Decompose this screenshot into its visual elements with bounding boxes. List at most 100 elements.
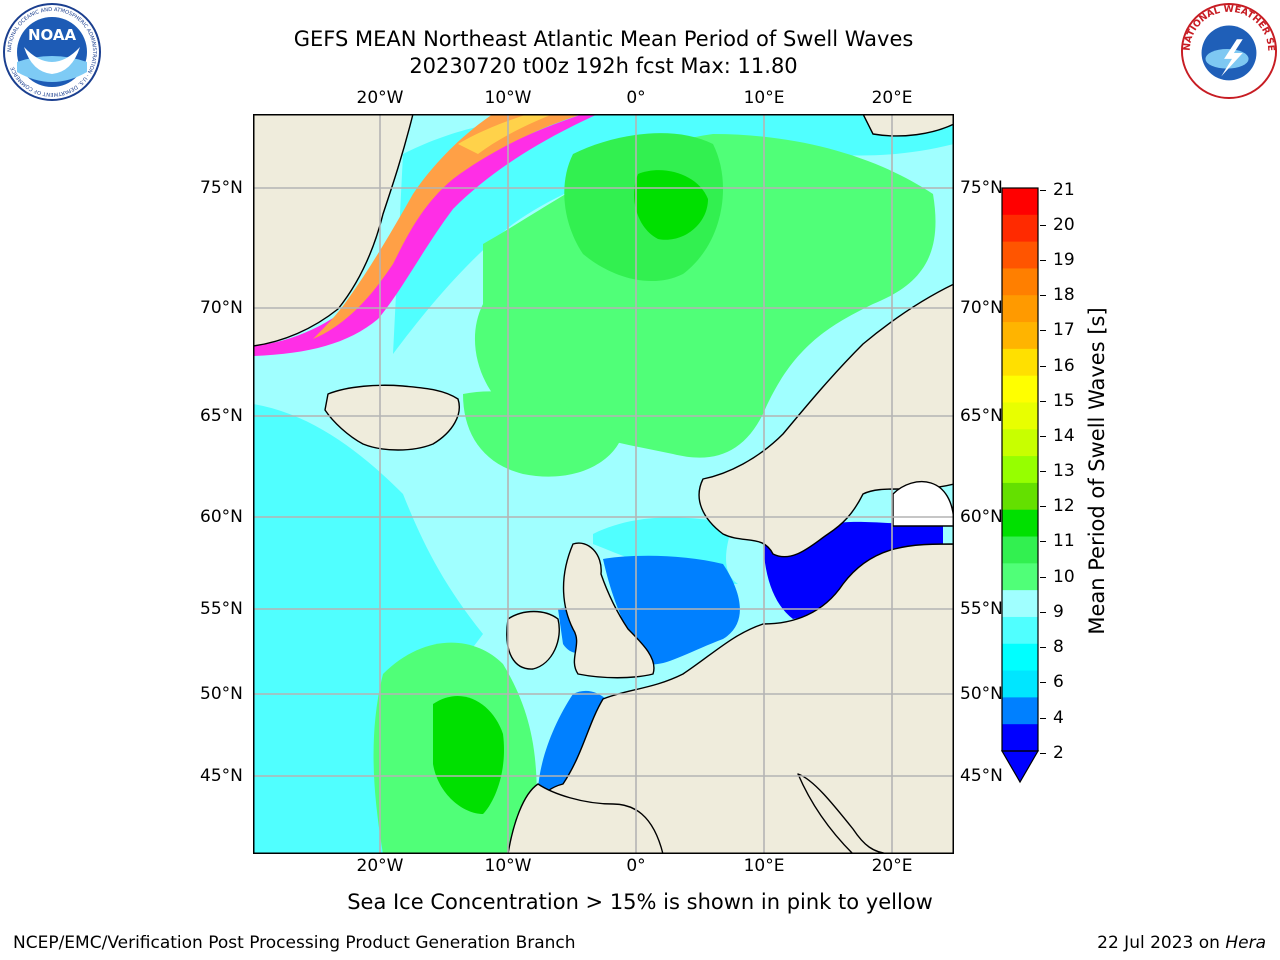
colorbar-tick-label: 19 bbox=[1053, 250, 1075, 270]
colorbar-band bbox=[1002, 375, 1038, 403]
footer-credit: NCEP/EMC/Verification Post Processing Pr… bbox=[13, 933, 576, 953]
lat-tick-right-45n: 45°N bbox=[960, 766, 1003, 786]
colorbar-band bbox=[1002, 536, 1038, 564]
land-iceland bbox=[324, 384, 460, 451]
colorbar-tick-label: 4 bbox=[1053, 708, 1064, 728]
colorbar-tick-label: 15 bbox=[1053, 391, 1075, 411]
colorbar-tick-label: 21 bbox=[1053, 180, 1075, 200]
lat-tick-right-55n: 55°N bbox=[960, 599, 1003, 619]
colorbar-band bbox=[1002, 188, 1038, 216]
colorbar-tick-mark bbox=[1040, 612, 1046, 613]
colorbar-tick-label: 17 bbox=[1053, 320, 1075, 340]
colorbar-title: Mean Period of Swell Waves [s] bbox=[1085, 307, 1109, 635]
lat-tick-right-65n: 65°N bbox=[960, 406, 1003, 426]
lat-tick-right-50n: 50°N bbox=[960, 684, 1003, 704]
colorbar-tick-label: 2 bbox=[1053, 743, 1064, 763]
colorbar-tick-mark bbox=[1040, 682, 1046, 683]
colorbar-tick-label: 14 bbox=[1053, 426, 1075, 446]
colorbar-band bbox=[1002, 214, 1038, 243]
lon-tick-top-10w: 10°W bbox=[484, 88, 532, 108]
colorbar-band bbox=[1002, 482, 1038, 511]
colorbar-tick-mark bbox=[1040, 401, 1046, 402]
footer-date-text: 22 Jul 2023 on bbox=[1097, 933, 1226, 953]
colorbar-tick-label: 18 bbox=[1053, 285, 1075, 305]
colorbar-tick-label: 9 bbox=[1053, 602, 1064, 622]
lon-tick-top-20e: 20°E bbox=[871, 88, 913, 108]
lon-tick-bottom-10e: 10°E bbox=[743, 856, 785, 876]
colorbar-tick-mark bbox=[1040, 471, 1046, 472]
lon-tick-bottom-20w: 20°W bbox=[356, 856, 404, 876]
colorbar-tick-mark bbox=[1040, 260, 1046, 261]
lat-tick-left-50n: 50°N bbox=[200, 684, 243, 704]
colorbar-under-triangle bbox=[1000, 750, 1040, 784]
colorbar-tick-mark bbox=[1040, 506, 1046, 507]
colorbar-band bbox=[1002, 590, 1038, 618]
lon-tick-bottom-10w: 10°W bbox=[484, 856, 532, 876]
ocean-field-6-8s-north bbox=[393, 114, 954, 354]
colorbar-band bbox=[1002, 429, 1038, 457]
colorbar-band bbox=[1002, 348, 1038, 377]
colorbar-frame bbox=[1001, 187, 1039, 752]
land-ireland bbox=[506, 610, 560, 670]
colorbar bbox=[1000, 187, 1040, 784]
sea-ice-greenland-yellow bbox=[458, 114, 553, 154]
chart-subtitle: 20230720 t00z 192h fcst Max: 11.80 bbox=[409, 54, 798, 78]
colorbar-tick-mark bbox=[1040, 295, 1046, 296]
land-iberia-west bbox=[507, 783, 664, 854]
colorbar-tick-mark bbox=[1040, 753, 1046, 754]
colorbar-tick-label: 11 bbox=[1053, 531, 1075, 551]
colorbar-band bbox=[1002, 563, 1038, 591]
lat-tick-right-60n: 60°N bbox=[960, 507, 1003, 527]
lat-tick-left-65n: 65°N bbox=[200, 406, 243, 426]
colorbar-tick-mark bbox=[1040, 718, 1046, 719]
colorbar-band bbox=[1002, 241, 1038, 269]
colorbar-tick-mark bbox=[1040, 190, 1046, 191]
colorbar-tick-mark bbox=[1040, 647, 1046, 648]
colorbar-tick-label: 8 bbox=[1053, 637, 1064, 657]
chart-title: GEFS MEAN Northeast Atlantic Mean Period… bbox=[293, 27, 914, 51]
colorbar-band bbox=[1002, 670, 1038, 698]
land-uk bbox=[562, 542, 655, 679]
colorbar-band bbox=[1002, 268, 1038, 296]
colorbar-tick-mark bbox=[1040, 366, 1046, 367]
colorbar-tick-mark bbox=[1040, 330, 1046, 331]
sea-ice-greenland-orange bbox=[313, 114, 583, 339]
lat-tick-left-60n: 60°N bbox=[200, 507, 243, 527]
ocean-field-2-4s-north-sea bbox=[603, 555, 740, 665]
land-italy bbox=[797, 773, 894, 854]
lat-tick-right-70n: 70°N bbox=[960, 298, 1003, 318]
colorbar-band bbox=[1002, 322, 1038, 350]
map-frame bbox=[253, 114, 954, 854]
colorbar-band bbox=[1002, 456, 1038, 484]
colorbar-tick-label: 6 bbox=[1053, 672, 1064, 692]
lon-tick-bottom-0: 0° bbox=[626, 856, 646, 876]
colorbar-band bbox=[1002, 724, 1038, 752]
colorbar-band bbox=[1002, 643, 1038, 672]
colorbar-tick-label: 16 bbox=[1053, 356, 1075, 376]
colorbar-band bbox=[1002, 697, 1038, 725]
colorbar-tick-mark bbox=[1040, 541, 1046, 542]
colorbar-band bbox=[1002, 402, 1038, 430]
colorbar-tick-mark bbox=[1040, 577, 1046, 578]
colorbar-tick-mark bbox=[1040, 225, 1046, 226]
colorbar-band bbox=[1002, 295, 1038, 323]
footer-host: Hera bbox=[1225, 933, 1266, 953]
colorbar-bands bbox=[1002, 188, 1038, 752]
colorbar-band bbox=[1002, 509, 1038, 538]
colorbar-tick-label: 12 bbox=[1053, 496, 1075, 516]
colorbar-tick-label: 13 bbox=[1053, 461, 1075, 481]
swell-period-map bbox=[253, 114, 954, 854]
colorbar-band bbox=[1002, 616, 1038, 645]
colorbar-tick-mark bbox=[1040, 436, 1046, 437]
noaa-logo: NOAA NATIONAL OCEANIC AND ATMOSPHERIC AD… bbox=[3, 3, 101, 101]
lon-tick-bottom-20e: 20°E bbox=[871, 856, 913, 876]
lon-tick-top-0: 0° bbox=[626, 88, 646, 108]
land-scandinavia bbox=[698, 283, 954, 558]
lat-tick-left-55n: 55°N bbox=[200, 599, 243, 619]
colorbar-tick-label: 10 bbox=[1053, 567, 1075, 587]
noaa-logo-text: NOAA bbox=[28, 26, 77, 44]
sea-ice-greenland-pink bbox=[253, 114, 598, 356]
lat-tick-left-75n: 75°N bbox=[200, 178, 243, 198]
lon-tick-top-20w: 20°W bbox=[356, 88, 404, 108]
graticule bbox=[253, 114, 954, 854]
